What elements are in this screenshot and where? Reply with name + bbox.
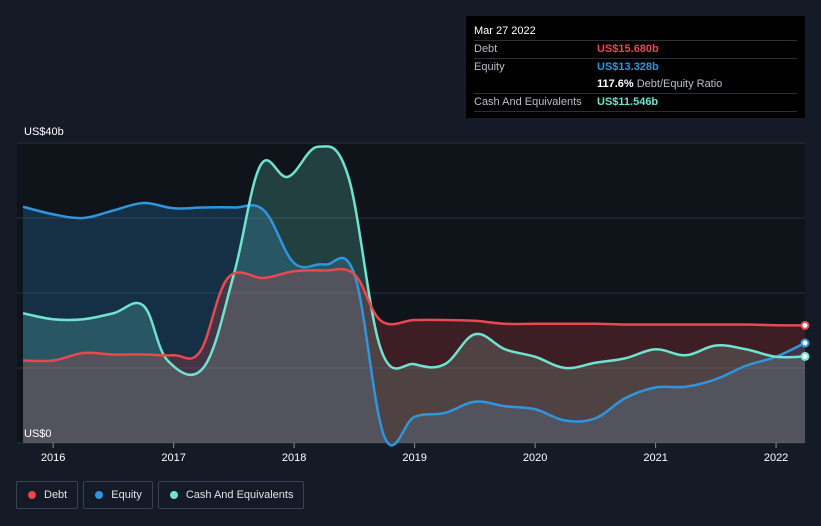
tooltip-value: US$11.546b — [597, 96, 659, 108]
legend-item-cash[interactable]: Cash And Equivalents — [157, 481, 305, 509]
area-debt — [23, 269, 805, 443]
legend-label: Cash And Equivalents — [185, 489, 294, 501]
y-tick-label: US$0 — [24, 428, 52, 440]
line-equity — [22, 201, 806, 447]
tooltip-date: Mar 27 2022 — [474, 25, 536, 37]
line-cash — [22, 145, 806, 377]
tooltip: Mar 27 2022 Debt US$15.680b Equity US$13… — [466, 16, 805, 118]
end-marker-cash — [800, 351, 810, 361]
x-tick-label: 2017 — [161, 452, 185, 464]
tooltip-row-cash: Cash And Equivalents US$11.546b — [474, 93, 797, 112]
x-axis-ticks: 2016 2017 2018 2019 2020 2021 2022 — [41, 443, 788, 464]
area-equity — [23, 202, 805, 446]
x-tick-label: 2021 — [643, 452, 667, 464]
tooltip-value: 117.6% — [597, 78, 634, 90]
end-marker-debt — [800, 320, 810, 330]
tooltip-label — [474, 76, 597, 93]
tooltip-ratio-label: Debt/Equity Ratio — [636, 78, 723, 90]
end-marker-equity — [800, 338, 810, 348]
x-tick-label: 2018 — [282, 452, 306, 464]
x-tick-label: 2022 — [764, 452, 788, 464]
series-areas — [23, 146, 805, 446]
x-tick-label: 2020 — [523, 452, 547, 464]
y-tick-label: US$40b — [24, 126, 64, 138]
y-axis-ticks: US$40b US$0 — [24, 126, 64, 440]
series-end-markers — [800, 320, 810, 361]
tooltip-row-equity: Equity US$13.328b — [474, 58, 797, 76]
legend-label: Equity — [111, 489, 142, 501]
legend-item-equity[interactable]: Equity — [83, 481, 153, 509]
legend-dot — [169, 491, 178, 499]
grid-lines — [17, 142, 805, 444]
legend: Debt Equity Cash And Equivalents — [16, 481, 305, 509]
line-debt — [23, 267, 806, 363]
tooltip-row-ratio: 117.6% Debt/Equity Ratio — [474, 76, 797, 93]
legend-dot — [28, 491, 36, 499]
tooltip-label: Equity — [474, 61, 505, 73]
x-tick-label: 2016 — [41, 452, 65, 464]
tooltip-row-debt: Debt US$15.680b — [474, 40, 797, 58]
x-tick-label: 2019 — [402, 452, 426, 464]
series-lines — [22, 145, 806, 447]
area-cash — [23, 146, 805, 444]
tooltip-label: Cash And Equivalents — [474, 96, 582, 108]
legend-dot — [95, 491, 104, 499]
legend-label: Debt — [44, 489, 68, 501]
tooltip-value: US$15.680b — [597, 43, 659, 55]
tooltip-label: Debt — [474, 43, 498, 55]
tooltip-value: US$13.328b — [597, 61, 659, 73]
legend-item-debt[interactable]: Debt — [16, 481, 79, 509]
